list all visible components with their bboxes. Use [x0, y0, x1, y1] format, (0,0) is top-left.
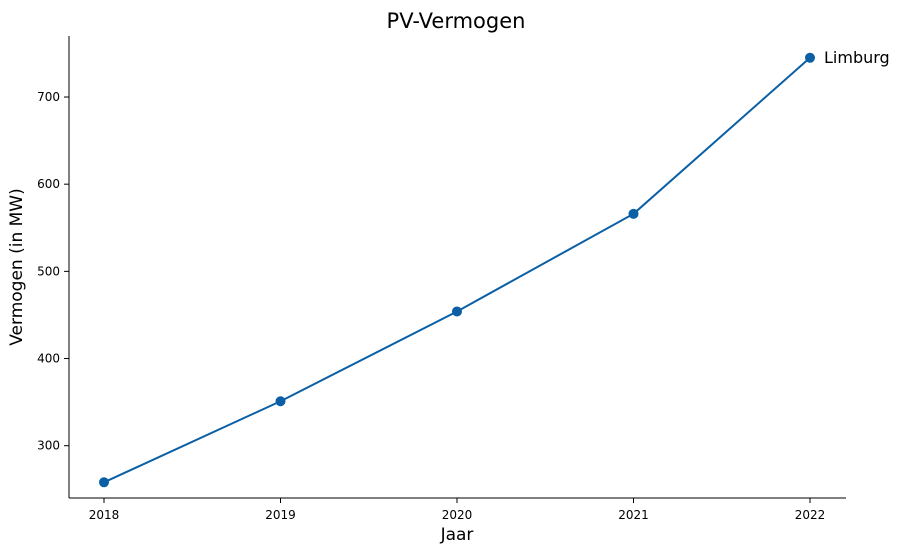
x-tick-label: 2019 — [265, 508, 296, 522]
x-tick-label: 2022 — [795, 508, 826, 522]
series-end-label: Limburg — [824, 48, 890, 67]
x-tick-label: 2020 — [442, 508, 473, 522]
data-point — [452, 306, 462, 317]
x-axis-label: Jaar — [440, 525, 474, 545]
y-tick-label: 700 — [37, 90, 60, 104]
x-ticks: 2018 2019 2020 2021 2022 — [89, 498, 826, 522]
data-point — [99, 477, 109, 488]
x-tick-label: 2018 — [89, 508, 120, 522]
data-point — [628, 208, 639, 219]
y-tick-label: 600 — [37, 177, 60, 191]
x-tick-label: 2021 — [618, 508, 649, 522]
y-tick-label: 400 — [37, 352, 60, 366]
chart-title: PV-Vermogen — [387, 9, 526, 33]
y-tick-label: 500 — [37, 264, 60, 278]
y-axis-label: Vermogen (in MW) — [7, 188, 27, 346]
series-line — [103, 57, 811, 484]
y-tick-label: 300 — [37, 439, 60, 453]
data-point — [805, 52, 815, 63]
data-point — [275, 396, 286, 407]
axes — [68, 36, 846, 499]
y-ticks: 300 400 500 600 700 — [37, 90, 69, 453]
series-layer: Limburg — [99, 48, 890, 488]
